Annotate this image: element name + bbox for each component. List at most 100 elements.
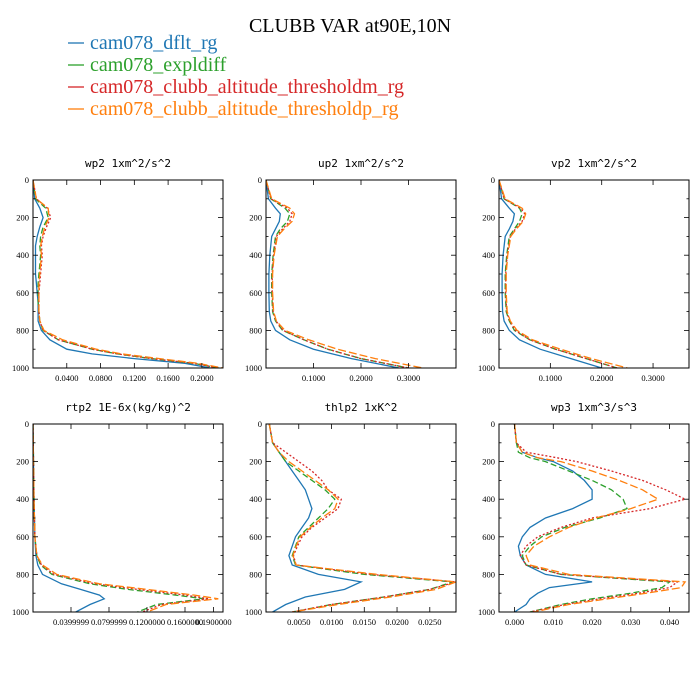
series-group-1 — [266, 180, 423, 368]
series-line-2-1 — [499, 180, 618, 368]
series-line-4-0 — [268, 424, 364, 612]
series-line-4-3 — [268, 424, 456, 612]
series-line-0-1 — [33, 180, 219, 368]
series-line-3-2 — [33, 424, 209, 612]
series-line-0-2 — [33, 180, 219, 368]
ytick-label-3-5: 1000 — [12, 607, 29, 617]
ytick-label-0-5: 1000 — [12, 363, 29, 373]
series-line-1-0 — [266, 180, 400, 368]
xtick-label-1-1: 0.2000 — [349, 373, 372, 383]
series-line-5-2 — [513, 424, 687, 612]
series-line-5-0 — [513, 424, 593, 612]
xtick-label-2-0: 0.1000 — [539, 373, 562, 383]
ytick-label-3-1: 200 — [16, 457, 29, 467]
panel-0: wp2 1xm^2/s^2 0 200 400 600 800 1000 0.0400 0.08… — [12, 157, 224, 383]
ytick-label-5-1: 200 — [482, 457, 495, 467]
ytick-label-2-5: 1000 — [478, 363, 495, 373]
legend: cam078_dflt_rgcam078_expldiffcam078_club… — [68, 32, 404, 120]
series-line-4-1 — [268, 424, 453, 612]
ytick-label-3-2: 400 — [16, 494, 29, 504]
xtick-label-3-2: 0.1200000 — [129, 617, 165, 627]
ytick-label-1-2: 400 — [249, 250, 262, 260]
panel-title-0: wp2 1xm^2/s^2 — [85, 157, 171, 170]
ytick-label-3-0: 0 — [25, 419, 29, 429]
ytick-label-2-0: 0 — [491, 175, 495, 185]
ytick-label-4-5: 1000 — [245, 607, 262, 617]
ytick-label-5-4: 800 — [482, 569, 495, 579]
ytick-label-0-2: 400 — [16, 250, 29, 260]
series-line-1-3 — [266, 180, 423, 368]
ytick-label-2-4: 800 — [482, 325, 495, 335]
ytick-label-2-3: 600 — [482, 288, 495, 298]
series-line-5-3 — [513, 424, 687, 612]
legend-label-3: cam078_clubb_altitude_thresholdp_rg — [90, 98, 398, 120]
ytick-label-2-2: 400 — [482, 250, 495, 260]
series-line-1-1 — [266, 180, 409, 368]
ytick-label-1-1: 200 — [249, 213, 262, 223]
xtick-label-3-3: 0.1600000 — [167, 617, 203, 627]
series-line-3-3 — [33, 424, 219, 612]
xtick-label-0-4: 0.2000 — [190, 373, 213, 383]
ytick-label-1-4: 800 — [249, 325, 262, 335]
xtick-label-5-0: 0.000 — [505, 617, 524, 627]
panel-title-1: up2 1xm^2/s^2 — [318, 157, 404, 170]
series-line-0-3 — [33, 180, 223, 368]
ytick-label-0-0: 0 — [25, 175, 29, 185]
series-group-2 — [499, 180, 628, 368]
xtick-label-0-0: 0.0400 — [55, 373, 78, 383]
xtick-label-1-2: 0.3000 — [397, 373, 420, 383]
xtick-label-4-1: 0.0100 — [320, 617, 343, 627]
ytick-label-1-0: 0 — [258, 175, 262, 185]
xtick-label-3-1: 0.0799999 — [91, 617, 127, 627]
series-line-0-0 — [33, 180, 211, 368]
ytick-label-4-2: 400 — [249, 494, 262, 504]
ytick-label-3-3: 600 — [16, 532, 29, 542]
series-line-2-3 — [499, 180, 628, 368]
ytick-label-5-2: 400 — [482, 494, 495, 504]
ytick-label-4-1: 200 — [249, 457, 262, 467]
series-line-2-0 — [499, 180, 602, 368]
ytick-label-3-4: 800 — [16, 569, 29, 579]
ytick-label-2-1: 200 — [482, 213, 495, 223]
ytick-label-0-3: 600 — [16, 288, 29, 298]
xtick-label-2-2: 0.3000 — [641, 373, 664, 383]
series-line-5-1 — [513, 424, 672, 612]
ytick-label-5-0: 0 — [491, 419, 495, 429]
xtick-label-0-3: 0.1600 — [156, 373, 179, 383]
xtick-label-2-1: 0.2000 — [590, 373, 613, 383]
ytick-label-4-3: 600 — [249, 532, 262, 542]
ytick-label-1-3: 600 — [249, 288, 262, 298]
panel-4: thlp2 1xK^2 0 200 400 600 800 1000 0.0050 0.0100… — [245, 401, 457, 627]
ytick-label-4-4: 800 — [249, 569, 262, 579]
series-group-4 — [268, 424, 456, 612]
panel-1: up2 1xm^2/s^2 0 200 400 600 800 1000 0.1000 0.20… — [245, 157, 457, 383]
panel-title-2: vp2 1xm^2/s^2 — [551, 157, 637, 170]
series-group-5 — [513, 424, 687, 612]
xtick-label-5-4: 0.040 — [660, 617, 679, 627]
xtick-label-1-0: 0.1000 — [302, 373, 325, 383]
ytick-label-5-3: 600 — [482, 532, 495, 542]
panel-title-3: rtp2 1E-6x(kg/kg)^2 — [65, 401, 191, 414]
xtick-label-3-0: 0.0399999 — [53, 617, 89, 627]
series-group-0 — [33, 180, 223, 368]
legend-label-2: cam078_clubb_altitude_thresholdm_rg — [90, 76, 404, 98]
xtick-label-4-2: 0.0150 — [353, 617, 376, 627]
panel-title-5: wp3 1xm^3/s^3 — [551, 401, 637, 414]
ytick-label-4-0: 0 — [258, 419, 262, 429]
xtick-label-4-0: 0.0050 — [287, 617, 310, 627]
xtick-label-5-2: 0.020 — [582, 617, 601, 627]
ytick-label-5-5: 1000 — [478, 607, 495, 617]
xtick-label-3-4: 0.1900000 — [195, 617, 231, 627]
panel-5: wp3 1xm^3/s^3 0 200 400 600 800 1000 0.000 0.010… — [478, 401, 690, 627]
xtick-label-0-1: 0.0800 — [89, 373, 112, 383]
xtick-label-4-4: 0.0250 — [418, 617, 441, 627]
series-line-4-2 — [268, 424, 456, 612]
figure-title: CLUBB VAR at90E,10N — [249, 15, 451, 37]
panel-3: rtp2 1E-6x(kg/kg)^2 0 200 400 600 800 1000 0.03… — [12, 401, 232, 627]
legend-label-1: cam078_expldiff — [90, 54, 227, 76]
ytick-label-0-1: 200 — [16, 213, 29, 223]
xtick-label-5-3: 0.030 — [621, 617, 640, 627]
xtick-label-4-3: 0.0200 — [385, 617, 408, 627]
